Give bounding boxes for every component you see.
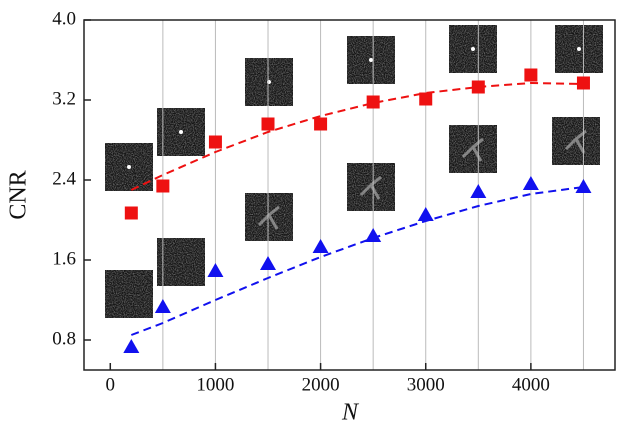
data-point (365, 228, 382, 242)
data-point (470, 184, 487, 198)
plot-frame (83, 19, 616, 371)
inset-streak (461, 137, 484, 162)
fit-curve (130, 81, 584, 191)
inset-spot (369, 58, 373, 62)
data-point (123, 339, 140, 353)
data-point (575, 179, 592, 193)
x-tick-label: 3000 (407, 374, 445, 395)
data-point (366, 95, 380, 109)
x-tick-label: 1000 (196, 374, 234, 395)
data-point (156, 179, 170, 193)
inset-spot (577, 47, 581, 51)
y-tick-label: 3.2 (52, 88, 76, 109)
y-tick-label: 0.8 (52, 328, 76, 349)
inset-spot (179, 130, 183, 134)
data-point (312, 239, 329, 253)
data-point (261, 117, 275, 131)
data-point (314, 117, 328, 131)
data-point (576, 76, 590, 90)
y-tick-label: 4.0 (52, 8, 76, 29)
data-point (207, 263, 224, 277)
inset-spot (471, 47, 475, 51)
x-axis-label: N (341, 400, 360, 426)
data-point (154, 299, 171, 313)
data-point (124, 206, 138, 220)
x-tick-label: 0 (106, 374, 116, 395)
inset-noise (157, 238, 205, 286)
fit-curve (130, 186, 584, 336)
data-point (524, 68, 538, 82)
inset-spot (127, 165, 131, 169)
inset-streak (257, 205, 280, 230)
inset-streak (359, 175, 382, 200)
x-tick-label: 2000 (302, 374, 340, 395)
data-point (522, 176, 539, 190)
data-point (208, 135, 222, 149)
data-point (260, 256, 277, 270)
data-point (471, 80, 485, 94)
inset-noise (105, 270, 153, 318)
data-point (419, 92, 433, 106)
data-point (417, 207, 434, 221)
inset-streak (564, 129, 587, 154)
inset-images (105, 25, 603, 318)
y-tick-label: 2.4 (52, 168, 76, 189)
x-tick-label: 4000 (512, 374, 550, 395)
y-axis-label: CNR (6, 170, 32, 219)
y-tick-label: 1.6 (52, 248, 76, 269)
